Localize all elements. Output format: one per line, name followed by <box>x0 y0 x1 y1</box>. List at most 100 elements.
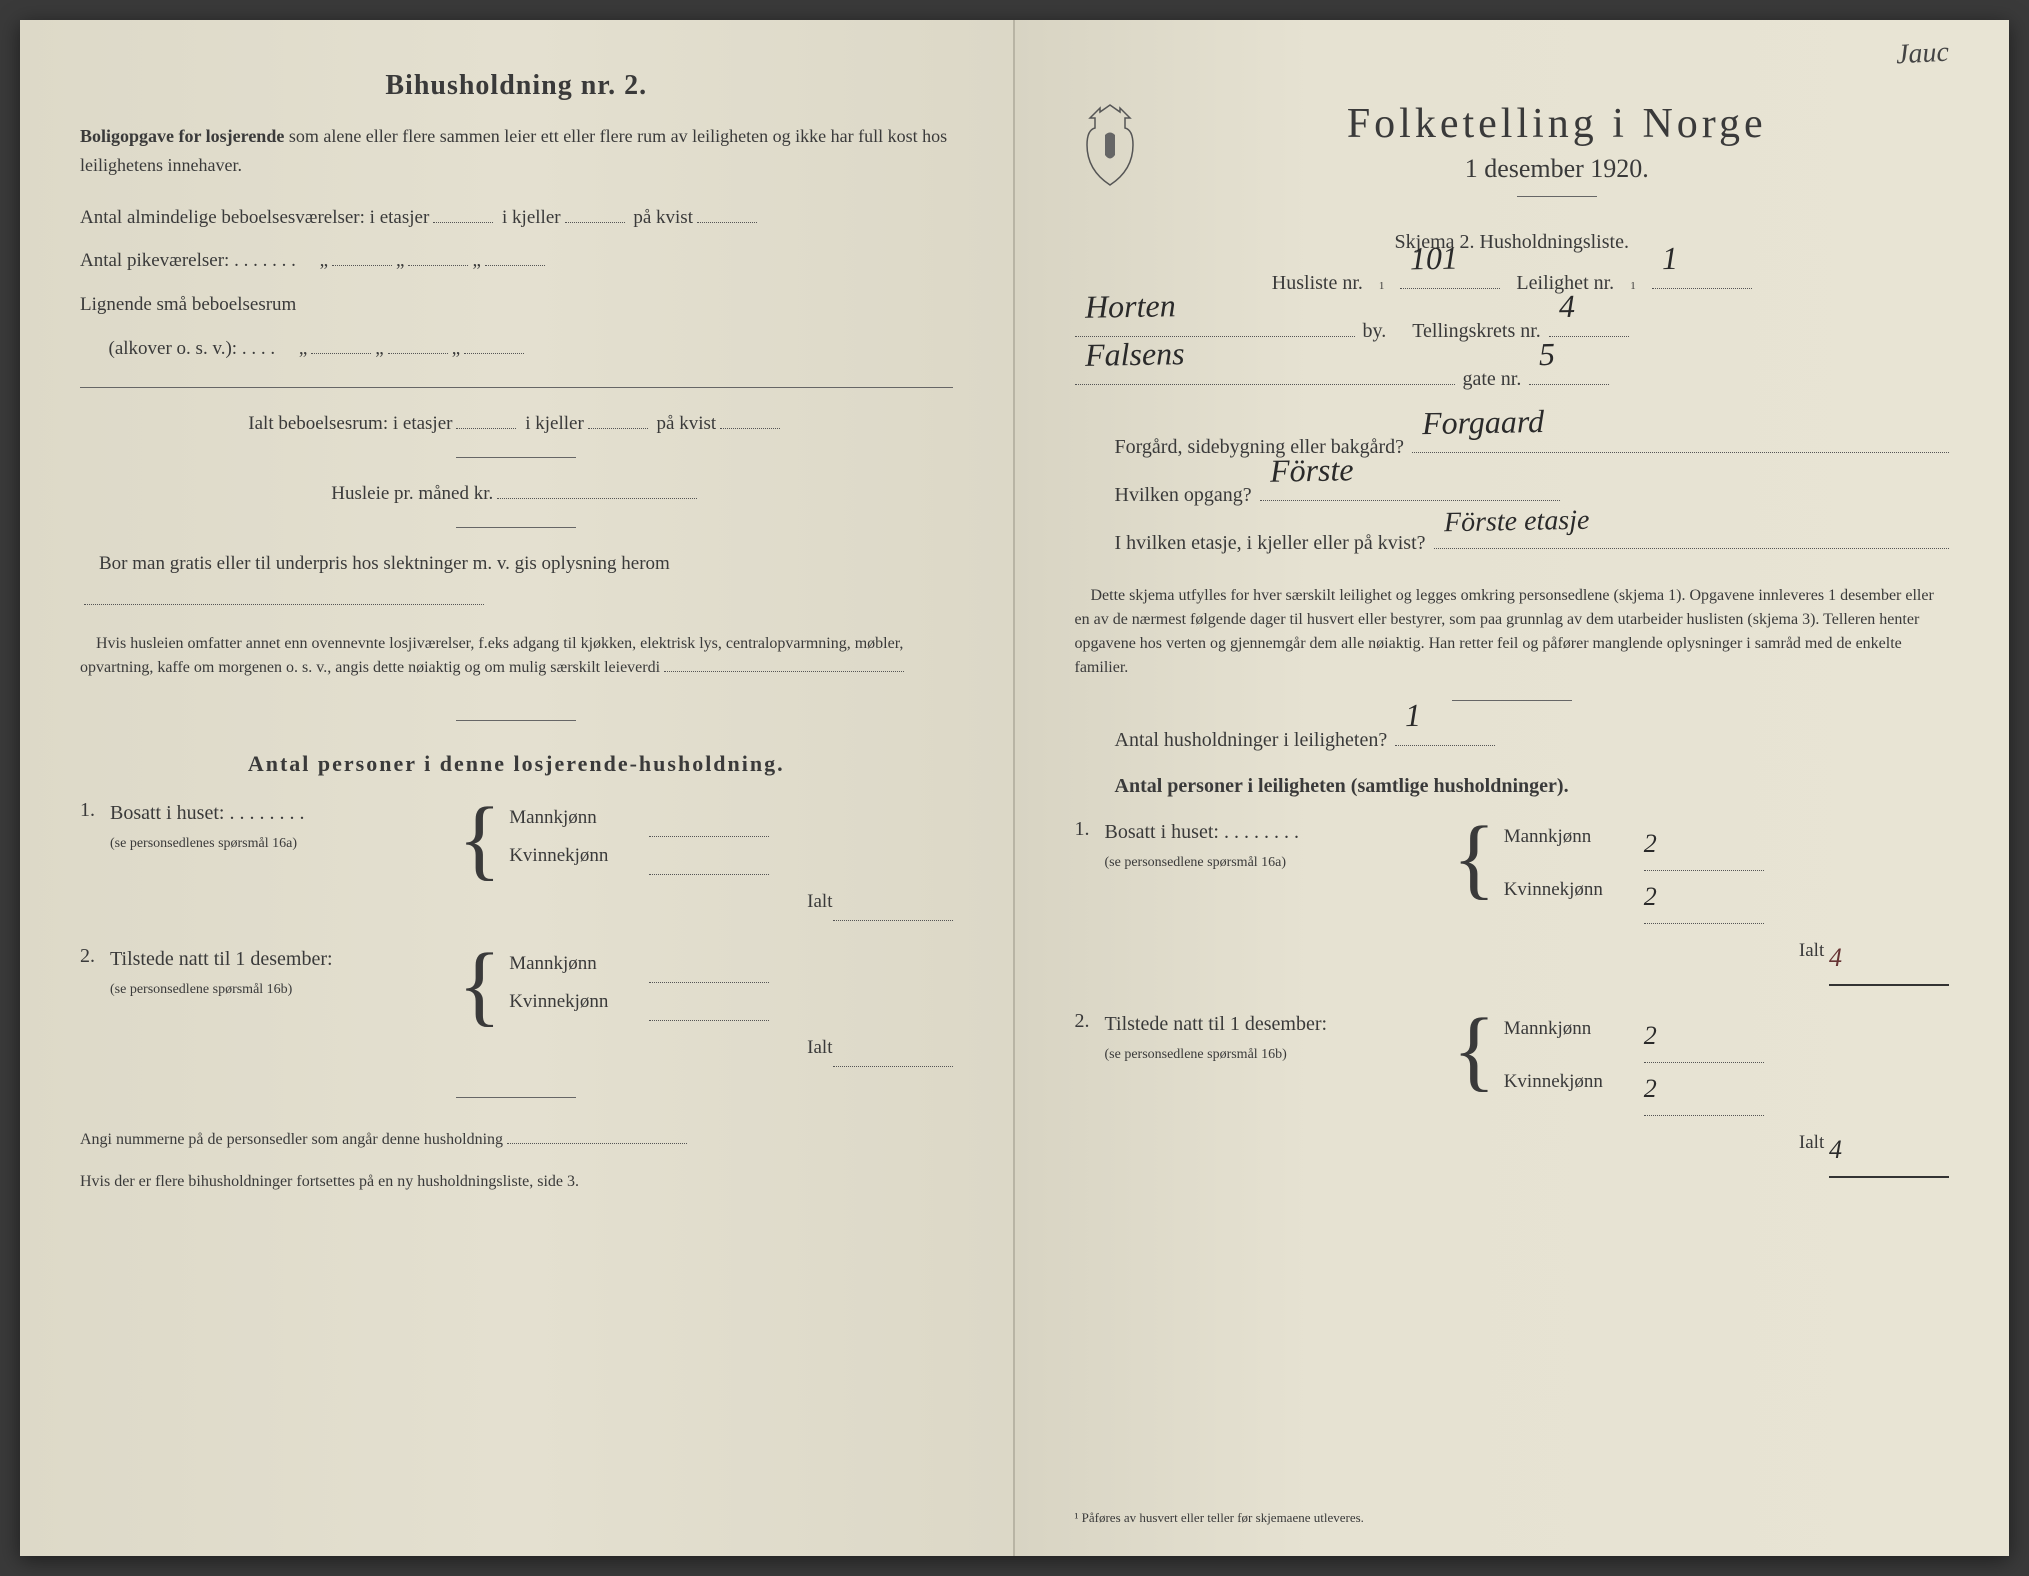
footer1-text: Angi nummerne på de personsedler som ang… <box>80 1131 503 1148</box>
mann-label2: Mannkjønn <box>509 945 649 983</box>
forgard-label: Forgård, sidebygning eller bakgård? <box>1115 426 1405 468</box>
kjeller2: i kjeller <box>525 413 584 434</box>
r-num-1: 1. <box>1075 818 1105 841</box>
antal-hush-val: 1 <box>1405 682 1422 749</box>
header-block: Folketelling i Norge 1 desember 1920. <box>1075 100 1950 215</box>
opgang-val: Förste <box>1269 436 1354 505</box>
kvinne-label2: Kvinnekjønn <box>509 983 649 1021</box>
main-title: Folketelling i Norge <box>1165 100 1950 148</box>
divider <box>80 387 953 388</box>
leilighet-val: 1 <box>1661 225 1678 292</box>
num-1: 1. <box>80 799 110 822</box>
gratis-text: Bor man gratis eller til underpris hos s… <box>80 546 953 618</box>
para-text: Dette skjema utfylles for hver særskilt … <box>1075 587 1934 676</box>
persons-heading: Antal personer i denne losjerende-hushol… <box>80 751 953 777</box>
divider-r1 <box>1452 700 1572 701</box>
coat-of-arms-icon <box>1075 100 1145 190</box>
opgang-label: Hvilken opgang? <box>1115 474 1252 516</box>
right-item-1: 1. Bosatt i huset: . . . . . . . . (se p… <box>1075 818 1950 986</box>
r-item2-label: Tilstede natt til 1 desember: <box>1105 1013 1328 1035</box>
divider2 <box>456 457 576 458</box>
gate-val: Falsens <box>1084 320 1185 389</box>
right-item-2: 2. Tilstede natt til 1 desember: (se per… <box>1075 1010 1950 1178</box>
intro-bold: Boligopgave for losjerende <box>80 126 284 146</box>
brace-icon: { <box>458 799 501 880</box>
kjeller-label: i kjeller <box>502 207 561 228</box>
divider5 <box>456 1097 576 1098</box>
rent-row: Husleie pr. måned kr. <box>80 480 953 505</box>
left-intro: Boligopgave for losjerende som alene ell… <box>80 122 953 180</box>
left-item-1: 1. Bosatt i huset: . . . . . . . . (se p… <box>80 799 953 921</box>
antal-hush-line: Antal husholdninger i leiligheten? 1 <box>1075 719 1950 761</box>
similar-line1: Lignende små beboelsesrum <box>80 285 953 325</box>
val-tk: 2 <box>1644 1074 1657 1103</box>
val-bk: 2 <box>1644 882 1657 911</box>
husliste-label: Husliste nr. <box>1272 262 1363 304</box>
val-ti: 4 <box>1829 1135 1842 1164</box>
r-item1-sub: (se personsedlene spørsmål 16a) <box>1105 855 1287 870</box>
footnote: ¹ Påføres av husvert eller teller før sk… <box>1075 1510 1364 1526</box>
val-tm: 2 <box>1644 1021 1657 1050</box>
by-label: by. <box>1363 310 1387 352</box>
r-item2-sub: (se personsedlene spørsmål 16b) <box>1105 1047 1287 1062</box>
brace-icon: { <box>1453 818 1496 899</box>
total-row: Ialt beboelsesrum: i etasjer i kjeller p… <box>80 410 953 435</box>
val-bi: 4 <box>1829 943 1842 972</box>
instructions-para: Dette skjema utfylles for hver særskilt … <box>1075 584 1950 680</box>
footer2: Hvis der er flere bihusholdninger fortse… <box>80 1173 953 1191</box>
brace-icon: { <box>458 945 501 1026</box>
item2-label: Tilstede natt til 1 desember: <box>110 948 333 970</box>
gratis: Bor man gratis eller til underpris hos s… <box>99 553 670 574</box>
title-divider <box>1517 196 1597 197</box>
husliste-line: Husliste nr.1 101 Leilighet nr.1 1 <box>1075 262 1950 304</box>
by-line: Horten by. Tellingskrets nr. 4 <box>1075 310 1950 352</box>
mann-label: Mannkjønn <box>509 799 649 837</box>
num-2: 2. <box>80 945 110 968</box>
signature: Jauc <box>1895 37 1949 72</box>
maid-label: Antal pikeværelser: . . . . . . . <box>80 250 296 271</box>
left-item-2: 2. Tilstede natt til 1 desember: (se per… <box>80 945 953 1067</box>
r-kvinne2: Kvinnekjønn <box>1504 1063 1644 1116</box>
r-num-2: 2. <box>1075 1010 1105 1033</box>
etasje-line: I hvilken etasje, i kjeller eller på kvi… <box>1075 522 1950 564</box>
footer1: Angi nummerne på de personsedler som ang… <box>80 1128 953 1149</box>
antal-pers-heading: Antal personer i leiligheten (samtlige h… <box>1115 775 1950 798</box>
r-kvinne: Kvinnekjønn <box>1504 871 1644 924</box>
antal-hush-label: Antal husholdninger i leiligheten? <box>1115 719 1388 761</box>
r-ialt2: Ialt <box>1764 1124 1824 1178</box>
right-page: Jauc Folketelling i Norge 1 desember 192… <box>1015 20 2010 1556</box>
brace-icon: { <box>1453 1010 1496 1091</box>
rent-label: Husleie pr. måned kr. <box>331 483 493 504</box>
item2-sub: (se personsedlene spørsmål 16b) <box>110 982 292 997</box>
rooms-line: Antal almindelige beboelsesværelser: i e… <box>80 198 953 238</box>
left-page: Bihusholdning nr. 2. Boligopgave for los… <box>20 20 1015 1556</box>
r-ialt: Ialt <box>1764 932 1824 986</box>
kvist-label: på kvist <box>633 207 693 228</box>
sub-title: 1 desember 1920. <box>1165 154 1950 184</box>
rooms-label: Antal almindelige beboelsesværelser: i e… <box>80 207 429 228</box>
husliste-val: 101 <box>1410 224 1459 292</box>
r-item1-label: Bosatt i huset: . . . . . . . . <box>1105 821 1299 843</box>
similar2: (alkover o. s. v.): . . . . <box>109 338 276 359</box>
total-label: Ialt beboelsesrum: i etasjer <box>248 413 452 434</box>
krets-val: 4 <box>1558 273 1575 340</box>
left-title: Bihusholdning nr. 2. <box>80 70 953 102</box>
similar-line2: (alkover o. s. v.): . . . . „„„ <box>80 329 953 369</box>
extra-text: Hvis husleien omfatter annet enn ovennev… <box>80 632 953 680</box>
item1-sub: (se personsedlenes spørsmål 16a) <box>110 836 297 851</box>
val-bm: 2 <box>1644 829 1657 858</box>
r-mann: Mannkjønn <box>1504 818 1644 871</box>
gate-nr: 5 <box>1539 321 1556 388</box>
r-mann2: Mannkjønn <box>1504 1010 1644 1063</box>
ialt-label2: Ialt <box>773 1029 833 1067</box>
item1-label: Bosatt i huset: . . . . . . . . <box>110 802 304 824</box>
divider3 <box>456 527 576 528</box>
maid-line: Antal pikeværelser: . . . . . . . „„„ <box>80 241 953 281</box>
kvinne-label: Kvinnekjønn <box>509 837 649 875</box>
krets-label: Tellingskrets nr. <box>1412 310 1541 352</box>
census-document: Bihusholdning nr. 2. Boligopgave for los… <box>20 20 2009 1556</box>
skjema-line: Skjema 2. Husholdningsliste. <box>1075 231 1950 254</box>
etasje-val: Förste etasje <box>1443 492 1589 553</box>
similar1: Lignende små beboelsesrum <box>80 294 296 315</box>
etasje-label: I hvilken etasje, i kjeller eller på kvi… <box>1115 522 1426 564</box>
